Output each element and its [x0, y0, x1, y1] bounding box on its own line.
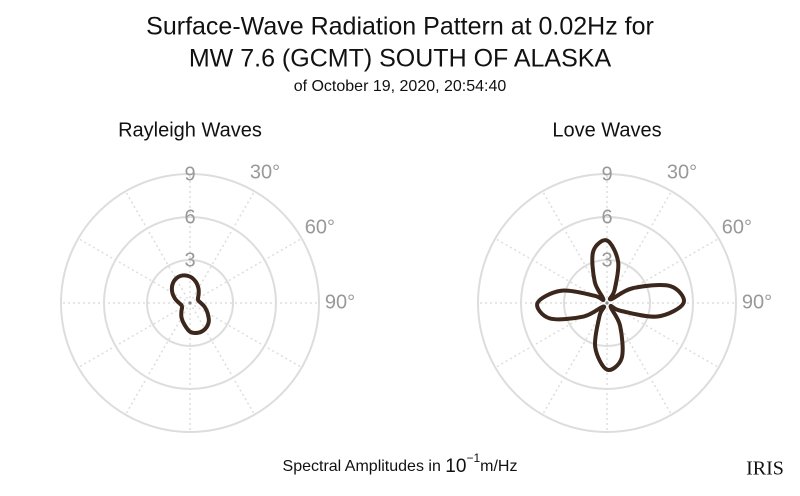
- spoke: [189, 237, 303, 304]
- grid-circle: [103, 216, 277, 390]
- footer-unit: m/Hz: [480, 458, 517, 475]
- r-tick-label: 9: [601, 163, 612, 185]
- spoke: [77, 302, 191, 369]
- footer: Spectral Amplitudes in 10−1m/Hz: [283, 451, 518, 477]
- grid-circle: [146, 259, 234, 347]
- footer-text: Spectral Amplitudes in: [283, 458, 441, 475]
- spoke: [189, 190, 256, 304]
- title-line: MW 7.6 (GCMT) SOUTH OF ALASKA: [189, 45, 612, 73]
- footer-base: 10: [445, 456, 466, 477]
- grid-circle: [477, 173, 737, 433]
- grid-circle: [520, 216, 694, 390]
- center-dot: [605, 301, 609, 305]
- r-tick-label: 6: [184, 206, 195, 228]
- r-tick-label: 9: [184, 163, 195, 185]
- theta-tick-label: 90°: [325, 291, 355, 313]
- grid-circle: [563, 259, 651, 347]
- r-tick-label: 6: [601, 206, 612, 228]
- title-line: Surface-Wave Radiation Pattern at 0.02Hz…: [146, 13, 654, 41]
- r-tick-label: 3: [184, 249, 195, 271]
- chart-title: Rayleigh Waves: [118, 119, 262, 141]
- theta-tick-label: 60°: [722, 216, 752, 238]
- footer-exponent: −1: [466, 451, 480, 465]
- subtitle: of October 19, 2020, 20:54:40: [294, 78, 507, 95]
- spoke: [189, 302, 256, 416]
- theta-tick-label: 90°: [742, 291, 772, 313]
- theta-tick-label: 30°: [667, 161, 697, 183]
- spoke: [494, 237, 608, 304]
- grid-circle: [60, 173, 320, 433]
- radiation-curve: [169, 273, 211, 335]
- theta-tick-label: 60°: [305, 216, 335, 238]
- center-dot: [188, 301, 192, 305]
- chart-title: Love Waves: [552, 119, 661, 141]
- theta-tick-label: 30°: [250, 161, 280, 183]
- spoke: [124, 190, 191, 304]
- logo: IRIS: [746, 458, 784, 480]
- r-tick-label: 3: [601, 249, 612, 271]
- spoke: [124, 302, 191, 416]
- radiation-curve: [535, 238, 686, 372]
